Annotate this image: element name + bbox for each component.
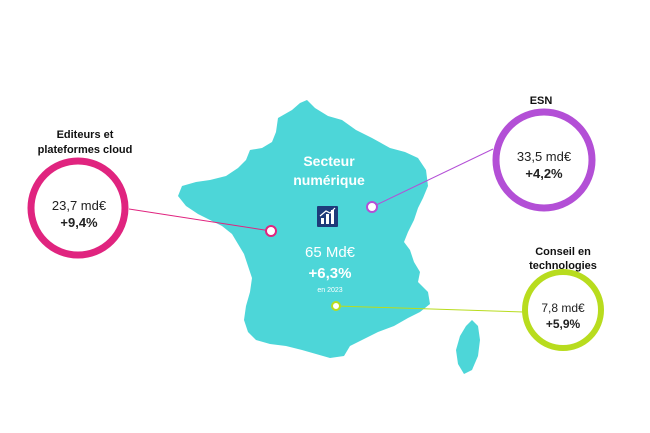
sector-title-line2: numérique — [293, 172, 365, 188]
period-label: en 2023 — [317, 287, 343, 294]
marker-conseil — [331, 301, 341, 311]
connector-esn — [371, 148, 494, 208]
sector-title-line1: Secteur — [303, 153, 355, 169]
marker-editeurs — [265, 225, 277, 237]
corsica-shape — [456, 320, 480, 374]
esn-value: 33,5 md€ — [516, 149, 572, 164]
connector-editeurs — [128, 208, 272, 232]
conseil-value: 7,8 md€ — [541, 301, 585, 315]
bar-chart-growth-icon — [317, 206, 338, 227]
editeurs-growth: +9,4% — [60, 215, 98, 230]
ring-editeurs — [27, 157, 129, 259]
connector-conseil — [335, 305, 525, 313]
editeurs-label-line2: plateformes cloud — [37, 144, 133, 156]
total-growth: +6,3% — [308, 265, 352, 282]
ring-conseil — [522, 269, 604, 351]
editeurs-label-line1: Editeurs et — [56, 129, 114, 141]
editeurs-value: 23,7 md€ — [51, 198, 107, 213]
ring-esn — [492, 108, 596, 212]
conseil-growth: +5,9% — [545, 317, 581, 331]
marker-esn — [366, 201, 378, 213]
esn-label: ESN — [529, 95, 553, 107]
esn-growth: +4,2% — [525, 166, 563, 181]
total-value: 65 Md€ — [304, 244, 356, 261]
conseil-label-line2: technologies — [529, 260, 597, 272]
france-mainland-shape — [178, 100, 430, 358]
conseil-label-line1: Conseil en — [535, 246, 591, 258]
